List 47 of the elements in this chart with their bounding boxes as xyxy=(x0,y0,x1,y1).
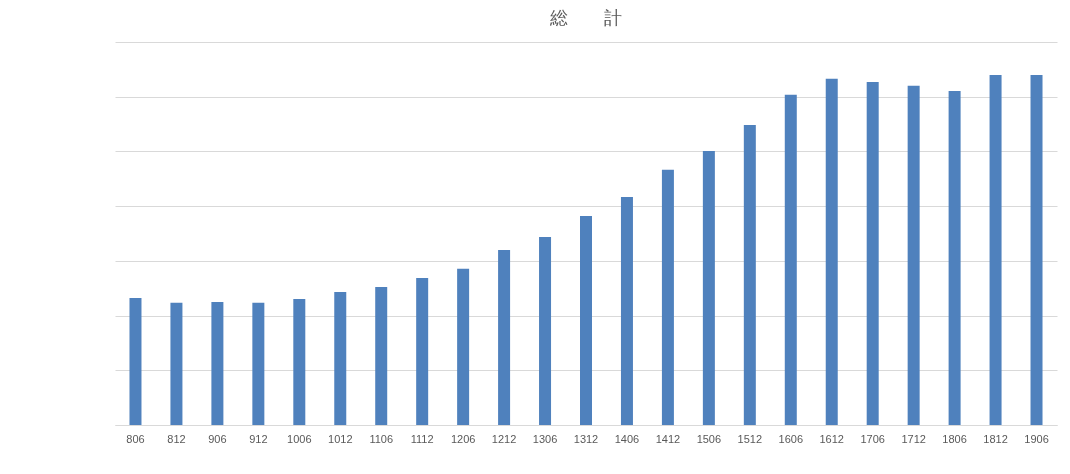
x-tick-label: 1506 xyxy=(696,432,722,445)
x-tick-label: 1612 xyxy=(819,432,844,445)
x-tick-label: 1706 xyxy=(860,432,885,445)
bar xyxy=(661,169,674,425)
x-tick-label: 1306 xyxy=(532,432,558,445)
chart-title: 総 計 xyxy=(549,8,622,28)
bar xyxy=(702,150,715,425)
x-tick-label: 912 xyxy=(249,432,268,445)
x-tick-label: 1906 xyxy=(1024,432,1049,445)
bar xyxy=(825,78,838,425)
x-tick-label: 906 xyxy=(208,432,227,445)
bar xyxy=(784,94,797,425)
bar xyxy=(948,91,961,425)
x-tick-label: 1712 xyxy=(901,432,926,445)
bar xyxy=(457,268,470,425)
bar xyxy=(1030,74,1043,425)
bar xyxy=(539,237,552,425)
bar xyxy=(416,277,429,425)
bar xyxy=(989,74,1002,425)
bar xyxy=(907,85,920,425)
bar xyxy=(743,124,756,425)
x-tick-label: 1312 xyxy=(573,432,599,445)
x-tick-label: 1006 xyxy=(287,432,312,445)
bar xyxy=(293,298,306,425)
bar xyxy=(620,197,633,425)
x-tick-label: 1512 xyxy=(737,432,763,445)
bar xyxy=(129,297,142,425)
x-tick-label: 806 xyxy=(126,432,145,445)
x-tick-label: 1606 xyxy=(778,432,804,445)
x-tick-label: 1106 xyxy=(369,432,394,445)
bar xyxy=(498,249,511,425)
bar xyxy=(170,302,183,425)
x-tick-label: 1406 xyxy=(614,432,640,445)
bar xyxy=(866,81,879,425)
bar xyxy=(211,302,224,425)
bar xyxy=(375,287,388,425)
bar xyxy=(252,302,265,425)
x-tick-label: 1212 xyxy=(491,432,517,445)
bar xyxy=(580,216,592,425)
x-tick-label: 1206 xyxy=(450,432,476,445)
x-tick-label: 1112 xyxy=(410,432,434,445)
x-tick-label: 812 xyxy=(167,432,186,445)
x-tick-label: 1812 xyxy=(983,432,1008,445)
x-tick-label: 1806 xyxy=(942,432,967,445)
bar xyxy=(334,291,347,425)
x-tick-label: 1012 xyxy=(328,432,353,445)
x-tick-label: 1412 xyxy=(655,432,681,445)
